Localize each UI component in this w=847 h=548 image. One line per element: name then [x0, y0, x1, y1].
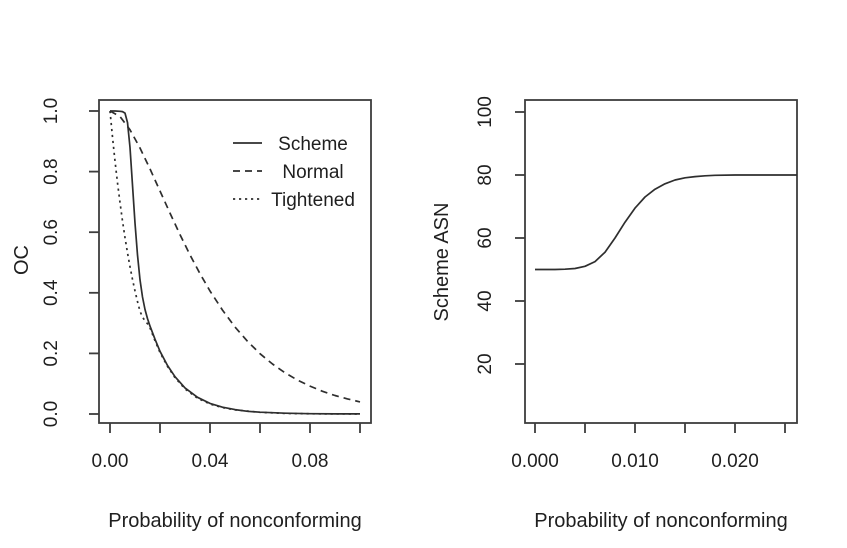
asn-y-axis: 20 40 60 80 100 [475, 96, 525, 375]
y-tick-label: 60 [475, 227, 496, 248]
x-tick-label: 0.010 [611, 451, 659, 472]
legend-entry-normal: Normal [233, 162, 344, 183]
curve-tightened [109, 110, 361, 415]
y-tick-label: 0.0 [41, 401, 62, 427]
y-tick-label: 0.2 [41, 340, 62, 366]
legend-label-scheme: Scheme [278, 134, 348, 155]
curve-scheme [110, 110, 360, 415]
asn-y-axis-title: Scheme ASN [431, 203, 453, 322]
x-tick-label: 0.08 [292, 451, 329, 472]
legend-label-normal: Normal [282, 162, 343, 183]
oc-panel: 0.00 0.04 0.08 0.0 0.2 0.4 0.6 0.8 1.0 Scheme No… [11, 98, 372, 532]
y-tick-label: 40 [475, 290, 496, 311]
asn-plot-box [524, 99, 798, 424]
y-tick-label: 80 [475, 164, 496, 185]
x-tick-label: 0.000 [511, 451, 559, 472]
asn-panel: 0.000 0.010 0.020 20 40 60 80 100 Probability … [431, 96, 798, 532]
x-tick-label: 0.04 [192, 451, 229, 472]
oc-y-axis-title: OC [11, 245, 33, 275]
curve-scheme-asn [535, 174, 797, 271]
oc-x-axis: 0.00 0.04 0.08 [92, 423, 361, 472]
oc-legend: Scheme Normal Tightened [233, 134, 355, 211]
y-tick-label: 0.4 [41, 279, 62, 306]
legend-label-tightened: Tightened [271, 190, 355, 211]
curve-normal [109, 110, 361, 403]
x-tick-label: 0.020 [711, 451, 759, 472]
asn-x-axis: 0.000 0.010 0.020 [511, 423, 786, 472]
oc-plot-box [98, 99, 372, 424]
y-tick-label: 0.8 [41, 158, 62, 184]
oc-series [109, 110, 361, 415]
legend-entry-tightened: Tightened [233, 190, 355, 211]
legend-entry-scheme: Scheme [233, 134, 348, 155]
oc-x-axis-title: Probability of nonconforming [108, 510, 361, 532]
x-tick-label: 0.00 [92, 451, 129, 472]
asn-series [535, 174, 797, 271]
y-tick-label: 100 [475, 96, 496, 128]
oc-y-axis: 0.0 0.2 0.4 0.6 0.8 1.0 [41, 98, 99, 427]
asn-x-axis-title: Probability of nonconforming [534, 510, 787, 532]
y-tick-label: 20 [475, 353, 496, 374]
y-tick-label: 0.6 [41, 219, 62, 245]
y-tick-label: 1.0 [41, 98, 62, 124]
